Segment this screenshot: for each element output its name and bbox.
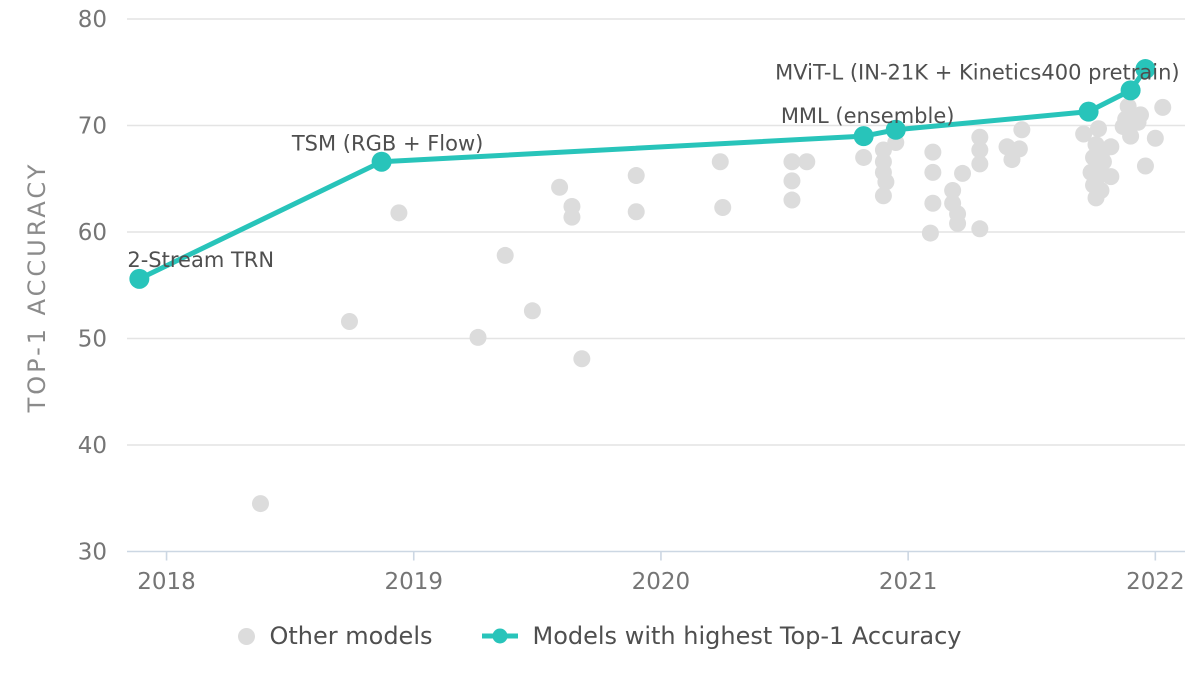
other-model-point[interactable] <box>1122 127 1140 145</box>
other-model-point[interactable] <box>874 141 892 159</box>
other-model-point[interactable] <box>874 187 892 205</box>
annotation-mvit-l-in-21k-kinetics400-pretrain: MViT-L (IN-21K + Kinetics400 pretrain) <box>775 60 1179 84</box>
sota-point-4[interactable] <box>1078 101 1099 122</box>
legend: Other models Models with highest Top-1 A… <box>0 622 1200 650</box>
other-model-point[interactable] <box>1089 120 1107 138</box>
other-model-point[interactable] <box>798 153 816 171</box>
other-model-point[interactable] <box>1013 121 1031 139</box>
other-model-point[interactable] <box>627 203 645 221</box>
other-model-point[interactable] <box>971 155 989 173</box>
other-model-point[interactable] <box>251 495 269 513</box>
other-model-point[interactable] <box>921 224 939 242</box>
other-model-point[interactable] <box>1003 151 1021 169</box>
sota-point-1[interactable] <box>371 151 392 172</box>
annotation-mml-ensemble: MML (ensemble) <box>781 104 955 128</box>
y-tick-label-30: 30 <box>78 540 107 566</box>
y-tick-label-50: 50 <box>78 327 107 353</box>
x-tick-label-2020: 2020 <box>632 569 691 595</box>
x-tick-label-2021: 2021 <box>879 569 938 595</box>
sota-point-3[interactable] <box>885 119 906 140</box>
other-model-point[interactable] <box>1102 168 1120 186</box>
other-model-point[interactable] <box>1154 98 1172 116</box>
other-model-point[interactable] <box>783 172 801 190</box>
other-model-point[interactable] <box>714 199 732 217</box>
other-model-point[interactable] <box>523 302 541 320</box>
legend-label-other-models: Other models <box>269 622 433 650</box>
sota-point-0[interactable] <box>129 268 150 289</box>
other-model-point[interactable] <box>954 164 972 182</box>
sota-point-2[interactable] <box>853 126 874 147</box>
other-model-point[interactable] <box>971 141 989 159</box>
sota-point-6[interactable] <box>1135 59 1156 80</box>
other-model-point[interactable] <box>469 328 487 346</box>
other-model-point[interactable] <box>783 153 801 171</box>
other-model-point[interactable] <box>551 178 569 196</box>
other-model-point[interactable] <box>924 143 942 161</box>
y-axis-title: TOP-1 ACCURACY <box>23 161 51 413</box>
other-model-point[interactable] <box>855 148 873 166</box>
other-models-marker-icon <box>238 627 256 645</box>
annotation-tsm-rgb-flow: TSM (RGB + Flow) <box>291 132 484 156</box>
other-model-point[interactable] <box>1136 157 1154 175</box>
sota-marker-icon <box>481 628 518 644</box>
x-tick-label-2019: 2019 <box>384 569 443 595</box>
annotation-2-stream-trn: 2-Stream TRN <box>127 248 274 272</box>
other-model-point[interactable] <box>1094 153 1112 171</box>
plot-area: 2018 2019 2020 2021 2022 30 40 50 60 70 80 2-Stream… <box>78 7 1185 595</box>
x-tick-label-2018: 2018 <box>137 569 196 595</box>
other-model-point[interactable] <box>340 312 358 330</box>
other-model-point[interactable] <box>390 204 408 222</box>
other-model-point[interactable] <box>949 214 967 232</box>
y-tick-label-60: 60 <box>78 220 107 246</box>
other-model-point[interactable] <box>1075 125 1093 143</box>
other-model-point[interactable] <box>627 167 645 185</box>
other-model-point[interactable] <box>711 153 729 171</box>
other-model-point[interactable] <box>924 194 942 212</box>
other-model-point[interactable] <box>971 220 989 238</box>
x-tick-label-2022: 2022 <box>1126 569 1185 595</box>
other-model-point[interactable] <box>1146 129 1164 147</box>
y-tick-label-80: 80 <box>78 7 107 33</box>
y-tick-label-40: 40 <box>78 433 107 459</box>
legend-item-other-models[interactable]: Other models <box>238 622 433 650</box>
other-model-point[interactable] <box>924 163 942 181</box>
other-model-point[interactable] <box>944 181 962 199</box>
other-model-point[interactable] <box>877 173 895 191</box>
other-model-point[interactable] <box>971 128 989 146</box>
other-model-point[interactable] <box>563 208 581 226</box>
other-model-point[interactable] <box>1132 106 1150 124</box>
sota-point-5[interactable] <box>1120 80 1141 101</box>
legend-item-sota[interactable]: Models with highest Top-1 Accuracy <box>481 622 962 650</box>
other-model-point[interactable] <box>496 246 514 264</box>
legend-label-sota: Models with highest Top-1 Accuracy <box>532 622 962 650</box>
y-tick-label-70: 70 <box>78 114 107 140</box>
other-model-point[interactable] <box>1087 189 1105 207</box>
other-model-point[interactable] <box>1119 97 1137 115</box>
other-model-point[interactable] <box>573 350 591 368</box>
other-model-point[interactable] <box>783 191 801 209</box>
